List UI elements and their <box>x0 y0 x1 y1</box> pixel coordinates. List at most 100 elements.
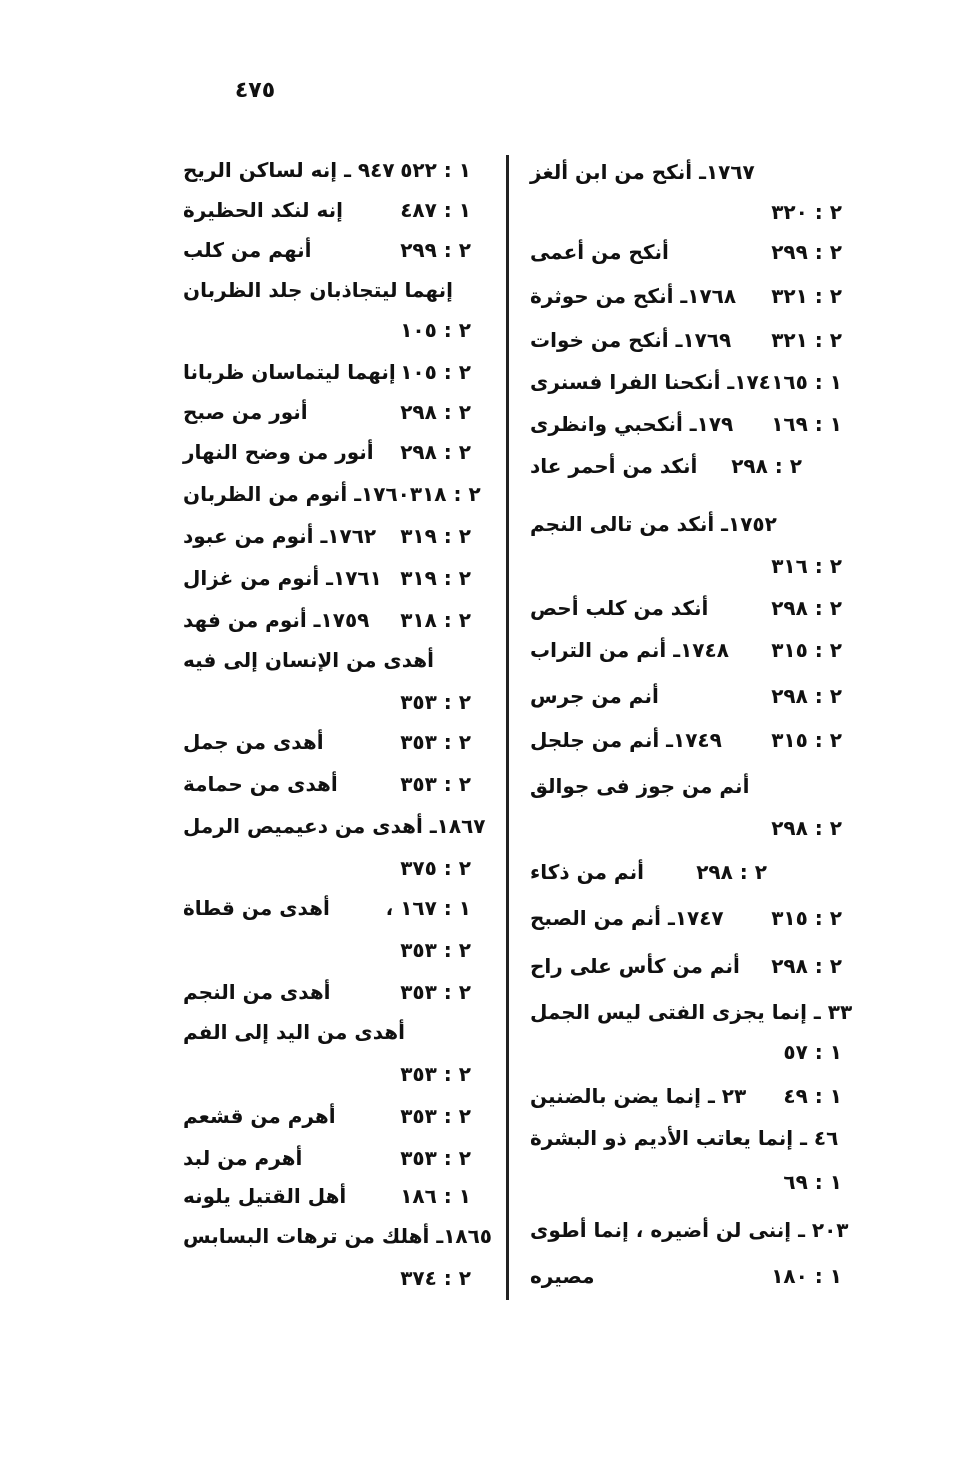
index-entry: أهدى من جمل ٢ : ٣٥٣ <box>183 727 471 757</box>
index-entry: ٤٦ ـ إنما يعاتب الأديم ذو البشرة <box>530 1123 842 1153</box>
entry-text: أنم من ذكاء <box>530 860 644 884</box>
index-entry: ١ : ٥٧ <box>530 1037 842 1067</box>
index-entry: ٢ : ٣٥٣ <box>183 935 471 965</box>
entry-reference: ٢ : ٣٢١ <box>771 328 842 352</box>
entry-reference: ٢ : ٣٥٣ <box>400 980 471 1004</box>
entry-reference: ٢ : ٢٩٩ <box>771 240 842 264</box>
entry-reference: ٢ : ٣٥٣ <box>400 772 471 796</box>
entry-reference: ٢ : ٣٧٤ <box>400 1266 471 1290</box>
index-entry: أنكد من كلب أحص ٢ : ٢٩٨ <box>530 593 842 623</box>
entry-reference: ١ : ١٨٠ <box>771 1264 842 1288</box>
index-entry: ٩٤٧ ـ إنه لساكن الريح ١ : ٥٢٢ <box>183 155 471 185</box>
entry-reference: ٢ : ٢٩٨ <box>400 400 471 424</box>
entry-reference: ٢ : ٣١٩ <box>400 566 471 590</box>
entry-text: ١٧٤ـ أنكحنا الفرا فسنرى <box>530 370 771 394</box>
entry-reference: ٢ : ١٠٥ <box>400 318 471 342</box>
index-entry: ١٧٤٩ـ أنم من جلجل ٢ : ٣١٥ <box>530 725 842 755</box>
entry-text: ١٧٦١ـ أنوم من غزال <box>183 566 382 590</box>
index-entry: ٢ : ٣٧٤ <box>183 1263 471 1293</box>
entry-text: أهدى من النجم <box>183 980 331 1004</box>
entry-text: أنور من وضح النهار <box>183 440 374 464</box>
entry-reference: ٢ : ٣١٨ <box>400 608 471 632</box>
entry-text: أهدى من الإنسان إلى فيه <box>183 648 435 672</box>
index-entry: ١٧٩ـ أنكحبي وانظرى ١ : ١٦٩ <box>530 409 842 439</box>
index-entry: أنم من جوز فى جوالق <box>530 771 842 801</box>
column-divider <box>506 155 509 1300</box>
entry-text: ١٧٦٩ـ أنكح من خوات <box>530 328 732 352</box>
entry-text: ١٧٦٢ـ أنوم من عبود <box>183 524 377 548</box>
entry-text: إنه لنكد الحظيرة <box>183 198 343 222</box>
entry-reference: ٢ : ٢٩٨ <box>771 954 842 978</box>
index-entry: ٢ : ٣١٦ <box>530 551 842 581</box>
entry-reference: ١ : ٤٨٧ <box>400 198 471 222</box>
entry-text: ١٧٩ـ أنكحبي وانظرى <box>530 412 734 436</box>
index-entry: ١٧٥٢ـ أنكد من تالى النجم <box>530 509 842 539</box>
index-entry: أهدى من اليد إلى الفم <box>183 1017 471 1047</box>
entry-reference: ٢ : ٣٢٠ <box>771 200 842 224</box>
entry-text: مصيره <box>530 1264 595 1288</box>
index-entry: ١٧٦٢ـ أنوم من عبود ٢ : ٣١٩ <box>183 521 471 551</box>
index-entry: أنم من ذكاء ٢ : ٢٩٨ <box>530 857 842 887</box>
index-entry: ١٧٦٧ـ أنكح من ابن ألغز <box>530 157 842 187</box>
entry-text: ٣٣ ـ إنما يجزى الفتى ليس الجمل <box>530 1000 853 1024</box>
index-entry: ١٧٥٩ـ أنوم من فهد ٢ : ٣١٨ <box>183 605 471 635</box>
entry-reference: ١ : ٥٢٢ <box>400 158 471 182</box>
entry-reference: ٢ : ٣١٥ <box>771 728 842 752</box>
entry-reference: ٢ : ٣١٩ <box>400 524 471 548</box>
entry-text: إنهما ليتماسان ظربانا <box>183 360 396 384</box>
index-entry: أهدى من النجم ٢ : ٣٥٣ <box>183 977 471 1007</box>
entry-reference: ١ : ١٦٧ ، <box>385 896 471 920</box>
entry-text: أنم من جوز فى جوالق <box>530 774 750 798</box>
index-entry: ١٧٦٩ـ أنكح من خوات ٢ : ٣٢١ <box>530 325 842 355</box>
entry-text: أنم من كأس على راح <box>530 954 740 978</box>
entry-reference: ٢ : ٣٥٣ <box>400 938 471 962</box>
index-entry: أنم من جرس ٢ : ٢٩٨ <box>530 681 842 711</box>
index-entry: ١٧٤ـ أنكحنا الفرا فسنرى ١ : ١٦٥ <box>530 367 842 397</box>
entry-reference: ٢ : ٢٩٨ <box>696 860 767 884</box>
entry-text: ١٧٦٠ـ أنوم من الظربان <box>183 482 410 506</box>
index-entry: ٢ : ٣٥٣ <box>183 1059 471 1089</box>
index-entry: إنهما ليتماسان ظربانا ٢ : ١٠٥ <box>183 357 471 387</box>
entry-text: ٤٦ ـ إنما يعاتب الأديم ذو البشرة <box>530 1126 839 1150</box>
index-entry: أهرم من قشعم ٢ : ٣٥٣ <box>183 1101 471 1131</box>
entry-text: أهدى من اليد إلى الفم <box>183 1020 405 1044</box>
entry-text: ٩٤٧ ـ إنه لساكن الريح <box>183 158 395 182</box>
entry-reference: ٢ : ١٠٥ <box>400 360 471 384</box>
entry-text: ١٨٦٥ـ أهلك من ترهات البسابس <box>183 1224 493 1248</box>
entry-reference: ١ : ١٦٥ <box>771 370 842 394</box>
index-entry: ١٧٤٨ـ أنم من التراب ٢ : ٣١٥ <box>530 635 842 665</box>
entry-reference: ٢ : ٢٩٨ <box>771 596 842 620</box>
index-entry: أنم من كأس على راح ٢ : ٢٩٨ <box>530 951 842 981</box>
entry-reference: ٢ : ٣١٥ <box>771 638 842 662</box>
entry-reference: ١ : ٤٩ <box>783 1084 842 1108</box>
index-entry: أنهم من كلب ٢ : ٢٩٩ <box>183 235 471 265</box>
entry-text: أنهم من كلب <box>183 238 312 262</box>
entry-text: أهدى من حمامة <box>183 772 338 796</box>
entry-text: ١٧٤٧ـ أنم من الصبح <box>530 906 724 930</box>
index-entry: ١ : ٦٩ <box>530 1167 842 1197</box>
entry-text: ١٧٥٩ـ أنوم من فهد <box>183 608 370 632</box>
entry-reference: ٢ : ٣٥٣ <box>400 1062 471 1086</box>
index-entry: ٣٣ ـ إنما يجزى الفتى ليس الجمل <box>530 997 852 1027</box>
entry-reference: ٢ : ٣٢١ <box>771 284 842 308</box>
entry-text: أهدى من قطاة <box>183 896 330 920</box>
entry-text: أهل القتيل يلونه <box>183 1184 347 1208</box>
entry-text: أهرم من لبد <box>183 1146 303 1170</box>
index-entry: ١٧٤٧ـ أنم من الصبح ٢ : ٣١٥ <box>530 903 842 933</box>
entry-text: ١٧٥٢ـ أنكد من تالى النجم <box>530 512 777 536</box>
entry-reference: ٢ : ٣٥٣ <box>400 1104 471 1128</box>
index-entry: أهرم من لبد ٢ : ٣٥٣ <box>183 1143 471 1173</box>
entry-reference: ٢ : ٣١٨ <box>409 482 481 506</box>
index-entry: إنه لنكد الحظيرة ١ : ٤٨٧ <box>183 195 471 225</box>
index-entry: أهدى من حمامة ٢ : ٣٥٣ <box>183 769 471 799</box>
entry-reference: ٢ : ٣٧٥ <box>400 856 471 880</box>
entry-reference: ٢ : ٢٩٨ <box>400 440 471 464</box>
index-entry: ١٨٦٧ـ أهدى من دعيميص الرمل <box>183 811 486 841</box>
entry-reference: ٢ : ٣١٦ <box>771 554 842 578</box>
index-entry: ١٨٦٥ـ أهلك من ترهات البسابس <box>183 1221 492 1251</box>
index-entry: ٢ : ١٠٥ <box>183 315 471 345</box>
index-entry: ١٧٦٠ـ أنوم من الظربان ٢ : ٣١٨ <box>183 479 481 509</box>
entry-reference: ٢ : ٢٩٨ <box>771 816 842 840</box>
index-entry: ٢ : ٣٢٠ <box>530 197 842 227</box>
entry-text: أنكد من أحمر عاد <box>530 454 698 478</box>
